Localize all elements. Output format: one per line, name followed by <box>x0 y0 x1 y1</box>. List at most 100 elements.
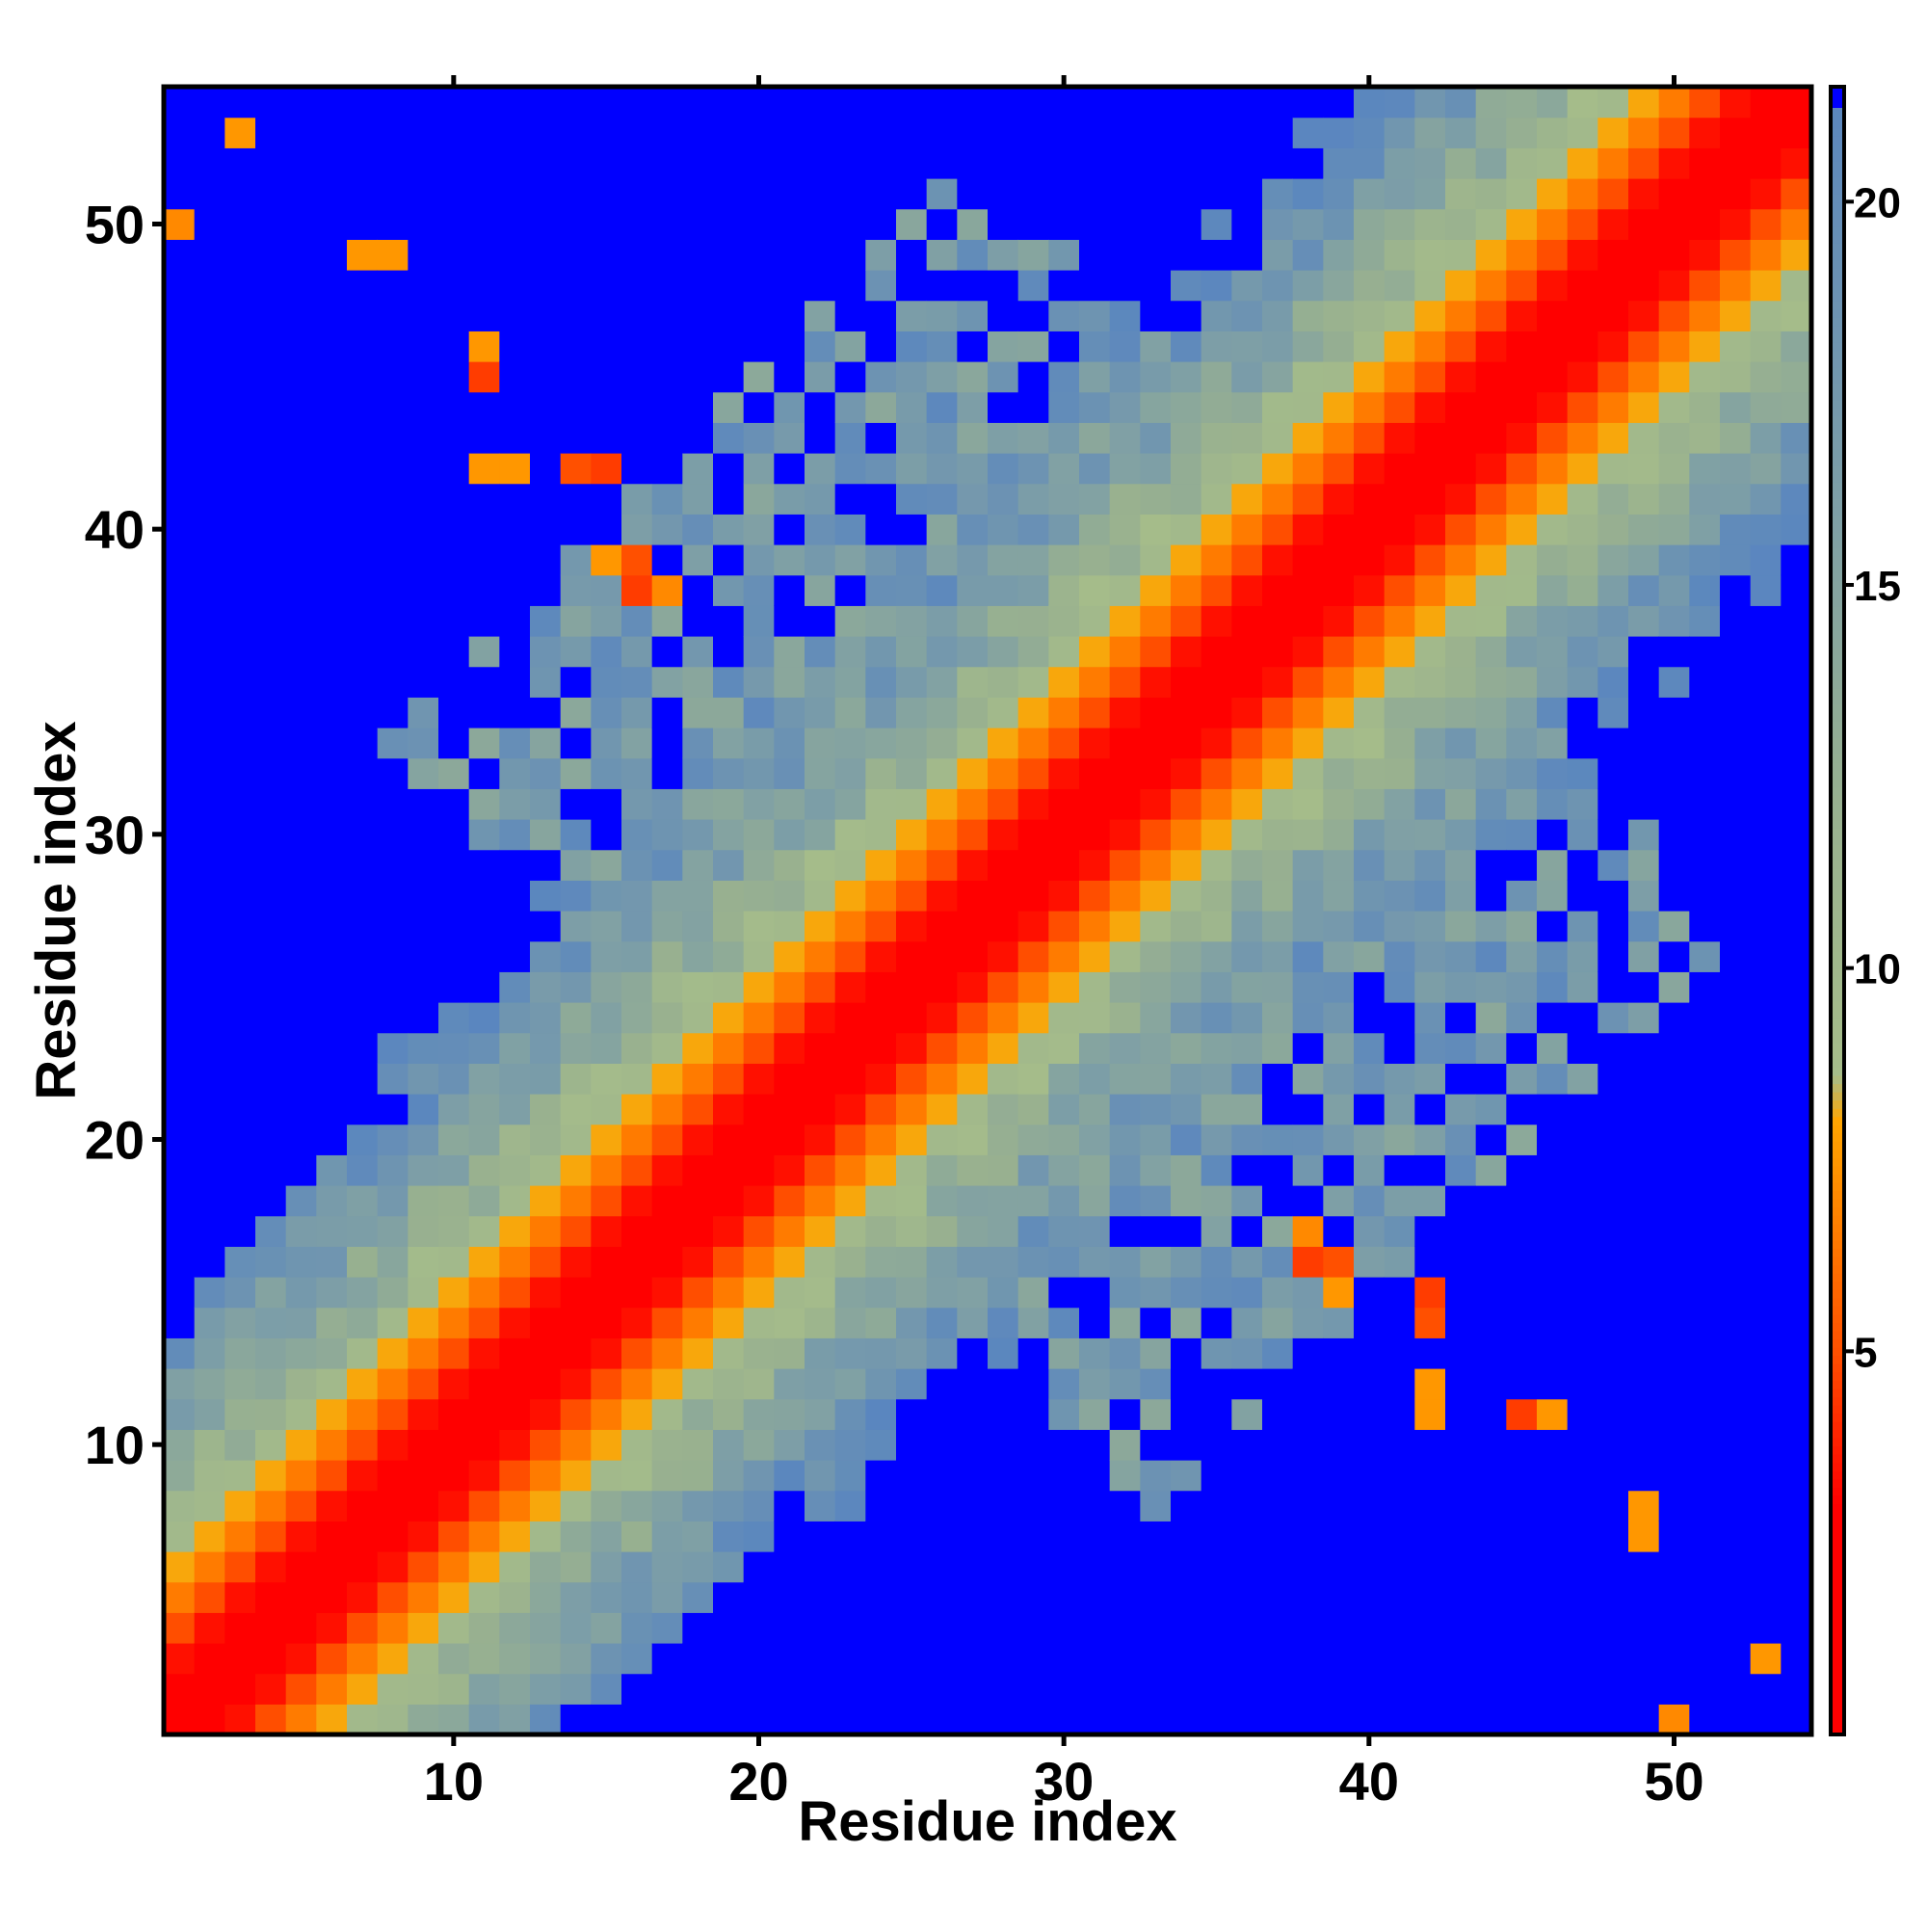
heatmap-cell <box>988 453 1019 485</box>
heatmap-cell <box>285 453 317 485</box>
heatmap-cell <box>1597 1032 1629 1064</box>
heatmap-cell <box>1323 270 1355 302</box>
heatmap-cell <box>896 331 928 362</box>
heatmap-cell <box>591 1154 622 1186</box>
heatmap-cell <box>377 1154 409 1186</box>
heatmap-cell <box>1414 87 1446 119</box>
heatmap-cell <box>682 1581 714 1613</box>
heatmap-cell <box>316 391 348 423</box>
heatmap-cell <box>591 1002 622 1034</box>
heatmap-cell <box>1323 1521 1355 1552</box>
heatmap-cell <box>347 117 379 148</box>
heatmap-cell <box>1689 940 1721 972</box>
colorbar <box>1829 85 1846 1736</box>
heatmap-cell <box>1171 666 1202 698</box>
heatmap-cell <box>164 1246 196 1278</box>
heatmap-cell <box>1689 270 1721 302</box>
heatmap-cell <box>743 849 775 881</box>
heatmap-cell <box>1171 1368 1202 1400</box>
heatmap-cell <box>713 1398 745 1430</box>
heatmap-cell <box>621 697 653 728</box>
heatmap-cell <box>1171 819 1202 851</box>
heatmap-cell <box>1292 422 1324 454</box>
colorbar-segment <box>1831 1445 1844 1455</box>
heatmap-cell <box>1597 819 1629 851</box>
heatmap-cell <box>1017 1063 1049 1095</box>
heatmap-cell <box>834 940 866 972</box>
heatmap-cell <box>774 1521 805 1552</box>
heatmap-cell <box>774 1490 805 1522</box>
heatmap-cell <box>774 940 805 972</box>
heatmap-cell <box>164 453 196 485</box>
heatmap-cell <box>1048 1337 1080 1369</box>
heatmap-cell <box>1140 1094 1172 1125</box>
heatmap-cell <box>224 788 256 820</box>
heatmap-cell <box>957 1460 989 1492</box>
heatmap-cell <box>1414 483 1446 515</box>
heatmap-cell <box>1140 1215 1172 1247</box>
heatmap-cell <box>408 911 439 942</box>
heatmap-cell <box>1658 1398 1690 1430</box>
heatmap-cell <box>255 178 287 210</box>
heatmap-cell <box>834 331 866 362</box>
heatmap-cell <box>224 178 256 210</box>
heatmap-cell <box>1720 1429 1752 1461</box>
heatmap-cell <box>224 1277 256 1309</box>
heatmap-cell <box>682 361 714 393</box>
heatmap-cell <box>1140 453 1172 485</box>
heatmap-cell <box>1628 1368 1660 1400</box>
heatmap-cell <box>530 1185 562 1217</box>
heatmap-cell <box>1262 1154 1294 1186</box>
heatmap-cell <box>896 1398 928 1430</box>
heatmap-cell <box>621 1643 653 1675</box>
heatmap-cell <box>1079 574 1111 606</box>
heatmap-cell <box>743 940 775 972</box>
heatmap-cell <box>1445 819 1477 851</box>
heatmap-cell <box>1201 300 1232 331</box>
heatmap-cell <box>651 940 683 972</box>
heatmap-cell <box>1171 1521 1202 1552</box>
heatmap-cell <box>1017 422 1049 454</box>
heatmap-cell <box>1597 636 1629 668</box>
heatmap-cell <box>896 1215 928 1247</box>
heatmap-cell <box>1537 1337 1569 1369</box>
heatmap-cell <box>651 239 683 271</box>
heatmap-cell <box>1048 849 1080 881</box>
heatmap-cell <box>988 1094 1019 1125</box>
heatmap-cell <box>438 1704 470 1735</box>
heatmap-cell <box>1506 208 1538 240</box>
heatmap-cell <box>377 422 409 454</box>
heatmap-cell <box>1171 1094 1202 1125</box>
heatmap-cell <box>1079 270 1111 302</box>
colorbar-segment <box>1831 622 1844 631</box>
heatmap-cell <box>347 1429 379 1461</box>
colorbar-segment <box>1831 728 1844 738</box>
heatmap-cell <box>1506 971 1538 1003</box>
heatmap-cell <box>1597 453 1629 485</box>
heatmap-cell <box>499 1002 531 1034</box>
heatmap-cell <box>1475 178 1507 210</box>
heatmap-cell <box>224 453 256 485</box>
heatmap-cell <box>1781 422 1812 454</box>
heatmap-cell <box>713 697 745 728</box>
heatmap-cell <box>1475 728 1507 759</box>
heatmap-cell <box>682 1185 714 1217</box>
heatmap-cell <box>682 1277 714 1309</box>
colorbar-segment <box>1831 869 1844 879</box>
heatmap-cell <box>530 605 562 637</box>
heatmap-cell <box>1658 1185 1690 1217</box>
heatmap-cell <box>713 178 745 210</box>
heatmap-cell <box>1628 1643 1660 1675</box>
heatmap-cell <box>621 1063 653 1095</box>
heatmap-cell <box>347 453 379 485</box>
heatmap-cell <box>1689 849 1721 881</box>
colorbar-segment <box>1831 1215 1844 1225</box>
heatmap-cell <box>1354 117 1386 148</box>
heatmap-cell <box>682 1032 714 1064</box>
heatmap-cell <box>1292 1032 1324 1064</box>
heatmap-cell <box>530 849 562 881</box>
heatmap-cell <box>651 819 683 851</box>
heatmap-cell <box>530 1398 562 1430</box>
heatmap-cell <box>224 1673 256 1705</box>
heatmap-cell <box>408 87 439 119</box>
